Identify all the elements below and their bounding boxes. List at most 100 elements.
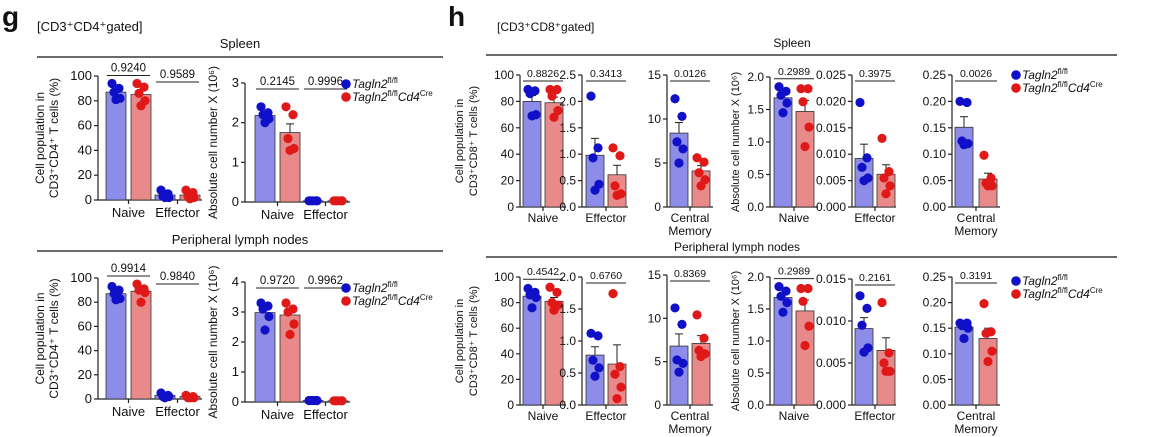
p-value-label: 0.8826 (527, 68, 559, 80)
legend-marker (341, 92, 351, 102)
x-category-label: Effector (585, 409, 626, 423)
p-value-label: 0.2989 (778, 66, 810, 78)
data-point-red (804, 321, 814, 331)
legend-marker (1011, 276, 1021, 286)
bar-red (130, 290, 152, 400)
data-point-red (608, 289, 618, 299)
data-point-blue (531, 292, 541, 303)
data-point-blue (782, 98, 792, 108)
data-point-red (333, 396, 343, 406)
y-axis-label: Cell population in (33, 92, 47, 184)
y-tick-label: 0.0 (747, 398, 764, 412)
data-point-red (549, 305, 559, 315)
bar-chart-panel: 0 20 40 60 80 100 Cell population in CD3⁺CD8⁺ T… (454, 68, 566, 225)
data-point-blue (594, 363, 604, 373)
data-point-red (285, 145, 295, 156)
data-point-blue (774, 282, 784, 292)
y-tick-label: 40 (78, 142, 92, 157)
data-point-blue (963, 323, 973, 333)
y-axis-label: CD3⁺CD4⁺ T cells (%) (47, 278, 61, 398)
y-tick-label: 1.0 (747, 135, 764, 149)
data-point-red (288, 110, 298, 120)
p-value-label: 0.9240 (111, 62, 146, 74)
data-point-blue (590, 185, 600, 195)
x-category-label: Naive (261, 407, 294, 422)
y-tick-label: 10 (648, 311, 662, 325)
data-point-red (285, 329, 295, 340)
x-category-label: Naive (779, 409, 810, 423)
y-tick-label: 0.010 (816, 147, 846, 161)
y-axis-label: CD3⁺CD8⁺ T cells (%) (468, 286, 480, 396)
legend-entry: Tagln2fl/fl (1022, 67, 1068, 82)
y-tick-label: 0.025 (816, 68, 846, 82)
data-point-blue (677, 319, 687, 329)
bar-red (130, 94, 152, 201)
bar-chart-panel: 0.00 0.05 0.10 0.15 0.20 0.25 0.0026 CentralMem… (923, 68, 1000, 238)
y-tick-label: 0.20 (923, 94, 947, 108)
data-point-red (804, 122, 814, 132)
y-tick-label: 2.0 (559, 94, 576, 108)
gate-label-h: [CD3⁺CD8⁺gated] (497, 20, 594, 34)
data-point-red (696, 181, 706, 191)
data-point-red (281, 298, 291, 308)
data-point-red (881, 366, 891, 376)
x-category-label: Memory (668, 422, 711, 436)
data-point-blue (962, 97, 972, 108)
bar-chart-panel: 0 1 2 3 Absolute cell number X (10⁶) 0.2145 Na… (206, 66, 350, 222)
data-point-red (987, 346, 997, 356)
p-value-label: 0.9589 (160, 69, 195, 81)
y-tick-label: 40 (501, 347, 515, 361)
bar-chart-panel: 0.000 0.005 0.010 0.015 0.2161 Effector (816, 272, 896, 423)
y-tick-label: 1 (232, 364, 239, 379)
y-tick-label: 2 (232, 334, 239, 349)
p-value-label: 0.9962 (308, 275, 343, 287)
data-point-blue (111, 295, 121, 305)
data-point-red (610, 369, 620, 379)
data-point-blue (855, 291, 865, 301)
y-tick-label: 0.5 (747, 366, 764, 380)
data-point-red (281, 102, 291, 112)
x-category-label: Effector (155, 205, 200, 220)
bar-chart-panel: 0.00 0.05 0.10 0.15 0.20 0.25 0.3191 CentralMem… (923, 270, 1000, 436)
x-category-label: Effector (155, 404, 200, 419)
data-point-blue (857, 320, 867, 330)
data-point-blue (107, 78, 117, 89)
bar-blue (105, 293, 127, 400)
y-tick-label: 60 (501, 321, 515, 335)
data-point-red (692, 153, 702, 163)
y-tick-label: 0 (85, 391, 92, 406)
y-axis-label: Absolute cell number X (10⁶) (206, 265, 220, 418)
data-point-blue (593, 331, 603, 341)
data-point-red (879, 173, 889, 183)
y-tick-label: 0 (654, 200, 661, 214)
y-tick-label: 15 (648, 268, 662, 282)
data-point-red (979, 299, 989, 309)
data-point-blue (586, 91, 596, 101)
bar-red (876, 349, 896, 406)
data-point-blue (670, 303, 680, 313)
data-point-blue (527, 303, 537, 313)
legend-marker (1011, 83, 1021, 93)
y-tick-label: 40 (501, 147, 515, 161)
legend-entry: Tagln2fl/fl (1022, 273, 1068, 288)
p-value-label: 0.9914 (111, 263, 147, 275)
y-tick-label: 0.10 (923, 347, 947, 361)
x-category-label: Naive (528, 409, 559, 423)
y-tick-label: 40 (78, 343, 92, 358)
data-point-blue (774, 82, 784, 92)
p-value-label: 0.0026 (960, 68, 992, 80)
y-tick-label: 0 (507, 398, 514, 412)
data-point-red (983, 181, 993, 191)
bar-chart-panel: 0.0 0.5 1.0 1.5 2.0 0.6760 Effector (559, 270, 628, 423)
bar-chart-panel: 0 20 40 60 80 100 Cell population in CD3⁺CD8⁺ T… (454, 266, 566, 423)
p-value-label: 0.3975 (859, 68, 891, 80)
data-point-blue (670, 94, 680, 104)
legend-marker (341, 79, 351, 89)
bar-red (279, 132, 301, 203)
data-point-blue (959, 140, 969, 150)
data-point-red (140, 287, 150, 298)
y-tick-label: 1.5 (747, 103, 764, 117)
p-value-label: 0.2161 (859, 272, 891, 284)
